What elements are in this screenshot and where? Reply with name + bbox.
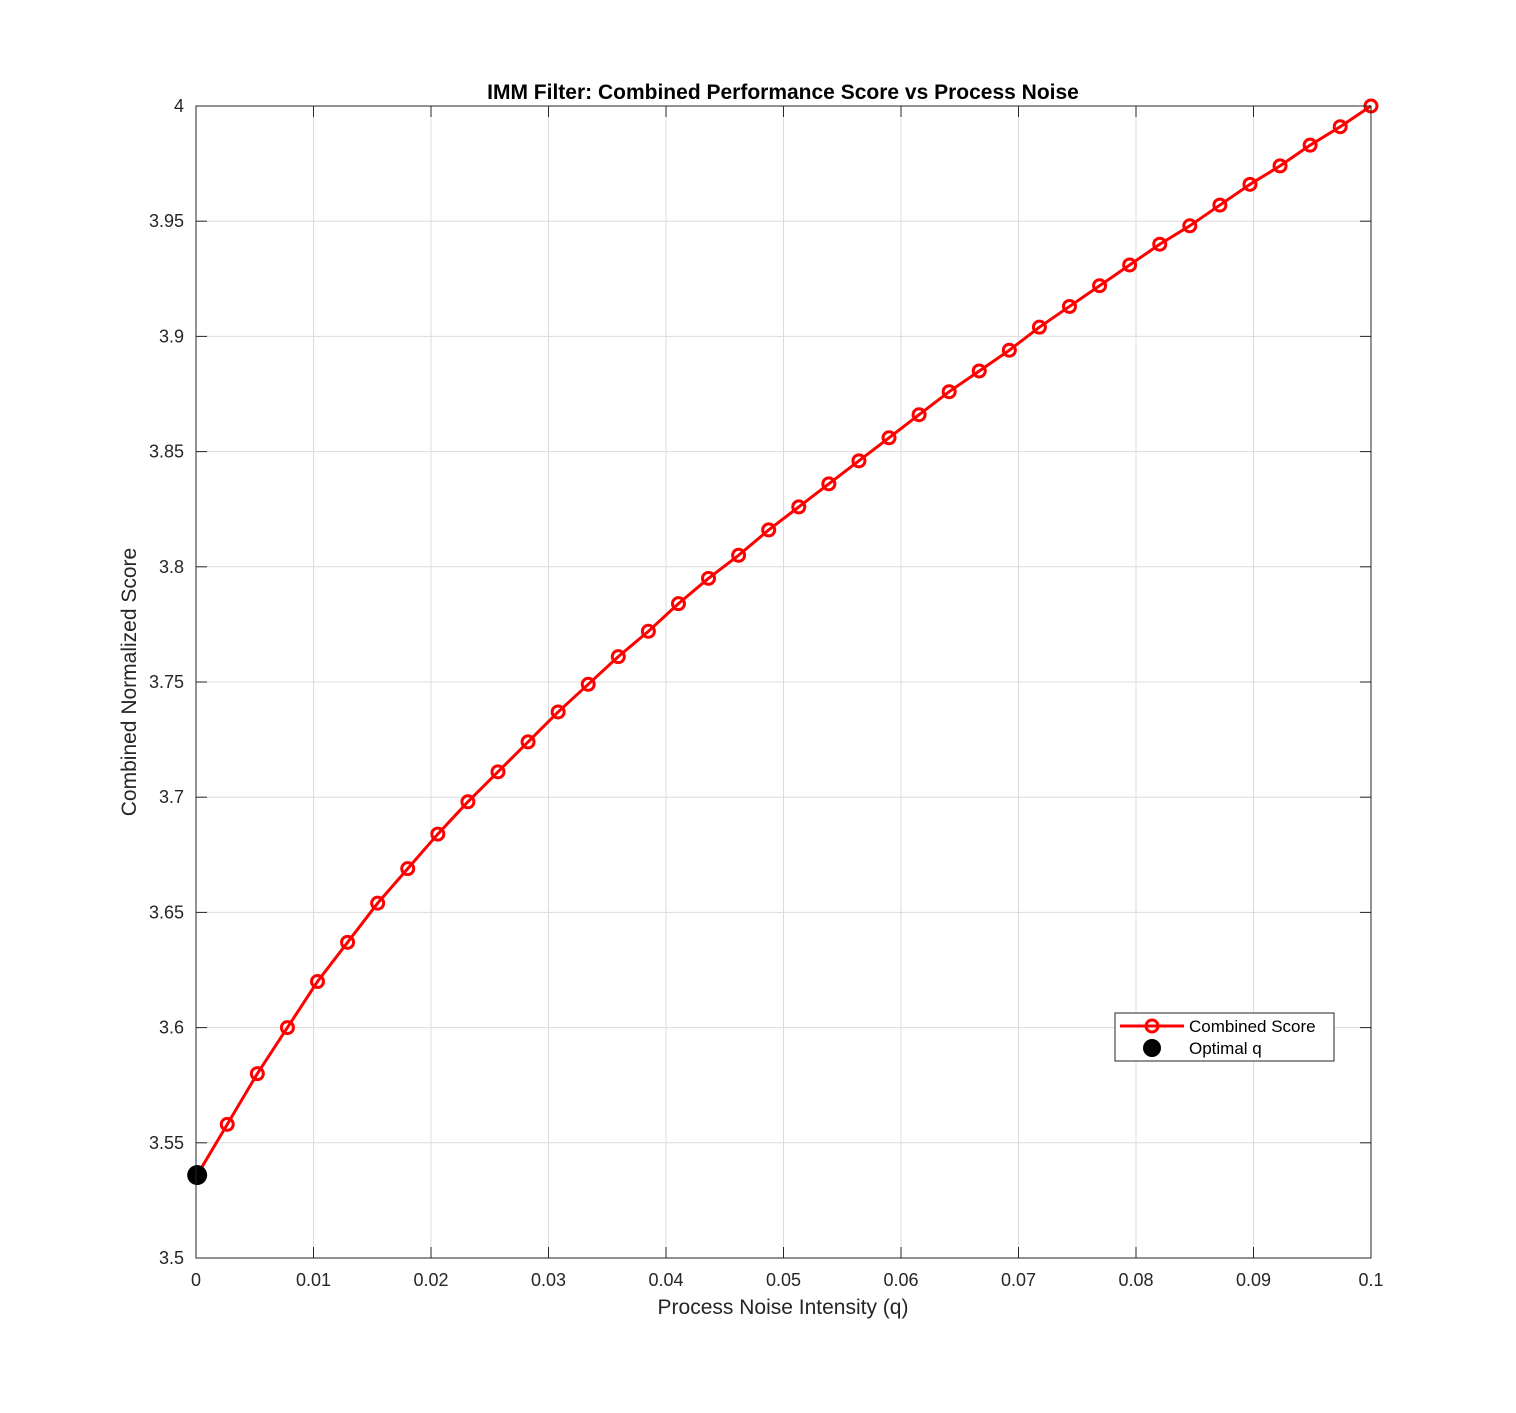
y-tick-label: 3.75 [149, 672, 184, 692]
series-layer [187, 98, 1379, 1186]
data-point-combined-score [1272, 158, 1288, 174]
legend-marker-combined-score [1144, 1018, 1160, 1034]
data-point-combined-score [791, 499, 807, 515]
data-point-combined-score [490, 764, 506, 780]
data-point-combined-score [1001, 342, 1017, 358]
chart-title: IMM Filter: Combined Performance Score v… [487, 81, 1079, 104]
data-point-combined-score [1212, 197, 1228, 213]
y-tick-label: 4 [174, 96, 184, 116]
data-point-combined-score [1031, 319, 1047, 335]
data-point-combined-score [851, 453, 867, 469]
data-point-combined-score [249, 1066, 265, 1082]
data-point-combined-score [400, 861, 416, 877]
y-tick-label: 3.55 [149, 1133, 184, 1153]
legend-label-combined-score: Combined Score [1189, 1017, 1316, 1036]
data-point-combined-score [941, 384, 957, 400]
y-tick-label: 3.95 [149, 211, 184, 231]
data-point-optimal-q [187, 1165, 208, 1186]
data-point-combined-score [1061, 298, 1077, 314]
y-axis-label: Combined Normalized Score [118, 548, 141, 816]
data-point-combined-score [1332, 119, 1348, 135]
series-line-combined-score [195, 104, 1372, 1176]
x-tick-label: 0.09 [1236, 1270, 1271, 1290]
data-point-combined-score [640, 623, 656, 639]
data-point-combined-score [550, 704, 566, 720]
data-point-combined-score [219, 1116, 235, 1132]
data-point-combined-score [370, 895, 386, 911]
data-point-combined-score [881, 430, 897, 446]
data-point-combined-score [731, 547, 747, 563]
data-point-combined-score [520, 734, 536, 750]
x-tick-label: 0.1 [1358, 1270, 1383, 1290]
x-tick-label: 0.02 [413, 1270, 448, 1290]
data-point-combined-score [761, 522, 777, 538]
x-tick-label: 0.07 [1001, 1270, 1036, 1290]
x-tick-label: 0 [191, 1270, 201, 1290]
data-point-combined-score [911, 407, 927, 423]
y-tick-label: 3.5 [159, 1248, 184, 1268]
y-tick-label: 3.9 [159, 326, 184, 346]
data-point-combined-score [1152, 236, 1168, 252]
data-point-combined-score [1182, 218, 1198, 234]
legend-marker-optimal-q [1143, 1039, 1161, 1057]
data-point-combined-score [1092, 278, 1108, 294]
x-tick-label: 0.01 [296, 1270, 331, 1290]
x-tick-label: 0.03 [531, 1270, 566, 1290]
y-tick-label: 3.65 [149, 902, 184, 922]
y-tick-label: 3.6 [159, 1018, 184, 1038]
data-point-combined-score [971, 363, 987, 379]
data-point-combined-score [430, 826, 446, 842]
data-point-combined-score [1122, 257, 1138, 273]
data-point-combined-score [1302, 137, 1318, 153]
data-point-combined-score [580, 676, 596, 692]
data-point-combined-score [821, 476, 837, 492]
data-point-combined-score [340, 934, 356, 950]
x-tick-label: 0.08 [1118, 1270, 1153, 1290]
data-point-combined-score [701, 570, 717, 586]
axis-ticks: 0 0.01 0.02 0.03 0.04 0.05 0.06 0.07 0.08 0.09 0.1… [149, 96, 1384, 1290]
legend: Combined Score Optimal q [1114, 1012, 1335, 1062]
legend-label-optimal-q: Optimal q [1189, 1039, 1262, 1058]
data-point-combined-score [670, 596, 686, 612]
data-point-combined-score [279, 1020, 295, 1036]
x-tick-label: 0.06 [883, 1270, 918, 1290]
data-point-combined-score [309, 974, 325, 990]
data-point-combined-score [460, 794, 476, 810]
data-point-combined-score [610, 649, 626, 665]
x-tick-label: 0.04 [648, 1270, 683, 1290]
y-tick-label: 3.85 [149, 442, 184, 462]
x-tick-label: 0.05 [766, 1270, 801, 1290]
y-tick-label: 3.8 [159, 557, 184, 577]
x-axis-label: Process Noise Intensity (q) [658, 1296, 909, 1319]
data-point-combined-score [1242, 176, 1258, 192]
y-tick-label: 3.7 [159, 787, 184, 807]
